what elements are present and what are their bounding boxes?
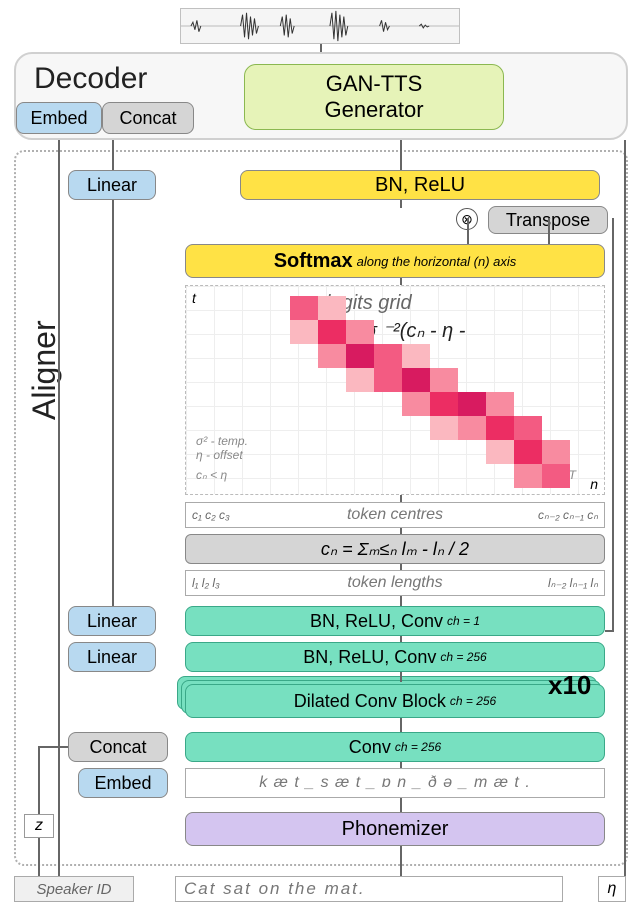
x10-label: x10 — [548, 670, 591, 701]
bn-relu-conv-1: BN, ReLU, Convch = 1 — [185, 606, 605, 636]
decoder-title: Decoder — [34, 62, 147, 96]
linear-block-2: Linear — [68, 606, 156, 636]
gan-tts-generator: GAN-TTS Generator — [244, 64, 504, 130]
logits-grid: t n logits grid xₙₜ = - σ ⁻²(cₙ - η - t)… — [185, 285, 605, 495]
phonemizer-block: Phonemizer — [185, 812, 605, 846]
bn-relu-conv-256: BN, ReLU, Convch = 256 — [185, 642, 605, 672]
decoder-embed: Embed — [16, 102, 102, 134]
ann-cn-lt: cₙ < η — [196, 468, 227, 482]
tl-left: l₁ l₂ l₃ — [192, 576, 220, 590]
token-lengths-row: l₁ l₂ l₃ token lengths lₙ₋₂ lₙ₋₁ lₙ — [185, 570, 605, 596]
conv-256: Convch = 256 — [185, 732, 605, 762]
axis-t: t — [192, 290, 196, 306]
softmax-block: Softmax along the horizontal (n) axis — [185, 244, 605, 278]
axis-n: n — [590, 476, 598, 492]
concat-block: Concat — [68, 732, 168, 762]
dilated-conv-stack: Dilated Conv Blockch = 256 — [185, 684, 605, 728]
tl-right: lₙ₋₂ lₙ₋₁ lₙ — [548, 576, 598, 590]
tc-right: cₙ₋₂ cₙ₋₁ cₙ — [538, 508, 598, 522]
linear-block-3: Linear — [68, 642, 156, 672]
cn-formula: cₙ = Σₘ≤ₙ lₘ - lₙ / 2 — [185, 534, 605, 564]
decoder-concat: Concat — [102, 102, 194, 134]
z-input: z — [24, 814, 54, 838]
linear-block-top: Linear — [68, 170, 156, 200]
waveform-output — [180, 8, 460, 44]
embed-block: Embed — [78, 768, 168, 798]
decoder-block: Decoder Embed Concat GAN-TTS Generator — [14, 52, 628, 140]
bn-relu-block: BN, ReLU — [240, 170, 600, 200]
ann-sigma: σ² - temp. — [196, 434, 248, 448]
tc-left: c₁ c₂ c₃ — [192, 508, 230, 522]
input-text: Cat sat on the mat. — [175, 876, 563, 902]
speaker-id-input: Speaker ID — [14, 876, 134, 902]
tl-label: token lengths — [347, 574, 442, 592]
eta-input: η — [598, 876, 626, 902]
ann-eta: η - offset — [196, 448, 243, 462]
token-centres-row: c₁ c₂ c₃ token centres cₙ₋₂ cₙ₋₁ cₙ — [185, 502, 605, 528]
phoneme-text: k æ t _ s æ t _ ɒ n _ ð ə _ m æ t . — [185, 768, 605, 798]
tc-label: token centres — [347, 506, 443, 524]
